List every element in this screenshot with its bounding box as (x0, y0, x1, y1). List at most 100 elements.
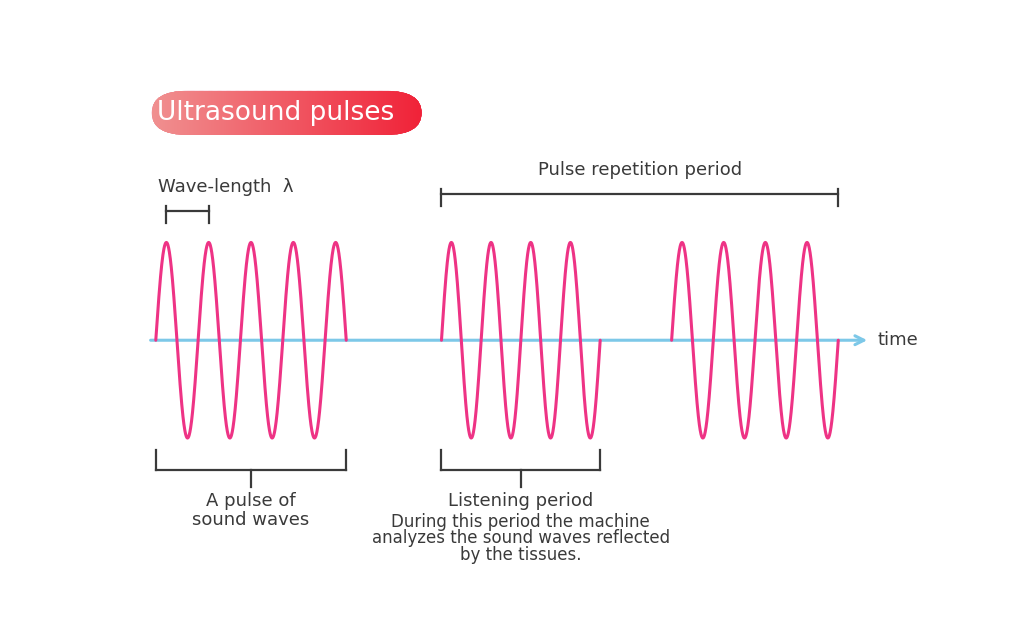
Bar (278, 91, 279, 135)
Bar (276, 91, 279, 135)
Bar (195, 91, 197, 135)
Bar (280, 91, 281, 135)
Bar (358, 91, 360, 135)
Bar (252, 91, 253, 135)
Bar (380, 91, 382, 135)
Bar (257, 91, 258, 135)
Bar (313, 91, 315, 135)
Bar (259, 91, 260, 135)
Bar (198, 91, 199, 135)
Text: A pulse of: A pulse of (206, 491, 296, 510)
Bar (310, 91, 311, 135)
Bar (222, 91, 223, 135)
Bar (231, 91, 233, 135)
Bar (379, 91, 380, 135)
Bar (264, 91, 265, 135)
Bar (173, 91, 175, 135)
Bar (375, 91, 376, 135)
Bar (350, 91, 352, 135)
Bar (386, 91, 388, 135)
Bar (186, 91, 187, 135)
Bar (316, 91, 317, 135)
Bar (387, 91, 389, 135)
Bar (395, 91, 397, 135)
Bar (207, 91, 208, 135)
Bar (240, 91, 242, 135)
Bar (398, 91, 399, 135)
Text: sound waves: sound waves (193, 511, 309, 530)
Bar (419, 91, 420, 135)
Bar (261, 91, 262, 135)
Text: During this period the machine: During this period the machine (391, 513, 650, 531)
Bar (204, 91, 205, 135)
FancyBboxPatch shape (152, 91, 422, 135)
Bar (409, 91, 411, 135)
Bar (289, 91, 290, 135)
Bar (205, 91, 206, 135)
Bar (167, 91, 168, 135)
Bar (246, 91, 247, 135)
Bar (346, 91, 347, 135)
Bar (237, 91, 238, 135)
Bar (203, 91, 205, 135)
Bar (209, 91, 210, 135)
Bar (351, 91, 353, 135)
Bar (239, 91, 241, 135)
Bar (353, 91, 354, 135)
Bar (414, 91, 415, 135)
Bar (231, 91, 232, 135)
Bar (319, 91, 321, 135)
Bar (368, 91, 369, 135)
Bar (297, 91, 298, 135)
Bar (283, 91, 284, 135)
Bar (415, 91, 416, 135)
Bar (254, 91, 255, 135)
Bar (322, 91, 324, 135)
Bar (336, 91, 338, 135)
Bar (411, 91, 412, 135)
Bar (261, 91, 263, 135)
Bar (246, 91, 248, 135)
Bar (365, 91, 367, 135)
Bar (163, 91, 164, 135)
Bar (407, 91, 408, 135)
Bar (265, 91, 266, 135)
Bar (216, 91, 217, 135)
Bar (324, 91, 325, 135)
Bar (159, 91, 161, 135)
Bar (208, 91, 209, 135)
Bar (271, 91, 272, 135)
Bar (219, 91, 220, 135)
Bar (286, 91, 287, 135)
Bar (374, 91, 375, 135)
Bar (333, 91, 334, 135)
Bar (179, 91, 181, 135)
Bar (362, 91, 364, 135)
Bar (372, 91, 373, 135)
Bar (306, 91, 308, 135)
Bar (338, 91, 339, 135)
Bar (293, 91, 294, 135)
Bar (349, 91, 351, 135)
Bar (279, 91, 280, 135)
Bar (404, 91, 406, 135)
Bar (239, 91, 240, 135)
Bar (396, 91, 397, 135)
Text: Ultrasound pulses: Ultrasound pulses (158, 100, 394, 126)
Bar (154, 91, 155, 135)
Bar (385, 91, 386, 135)
Bar (389, 91, 390, 135)
Bar (178, 91, 179, 135)
Bar (253, 91, 254, 135)
Bar (185, 91, 186, 135)
Bar (292, 91, 294, 135)
Bar (373, 91, 375, 135)
Bar (401, 91, 403, 135)
Bar (194, 91, 195, 135)
Bar (355, 91, 356, 135)
Text: by the tissues.: by the tissues. (460, 546, 582, 564)
Bar (234, 91, 236, 135)
Bar (416, 91, 417, 135)
Bar (328, 91, 330, 135)
Bar (220, 91, 221, 135)
